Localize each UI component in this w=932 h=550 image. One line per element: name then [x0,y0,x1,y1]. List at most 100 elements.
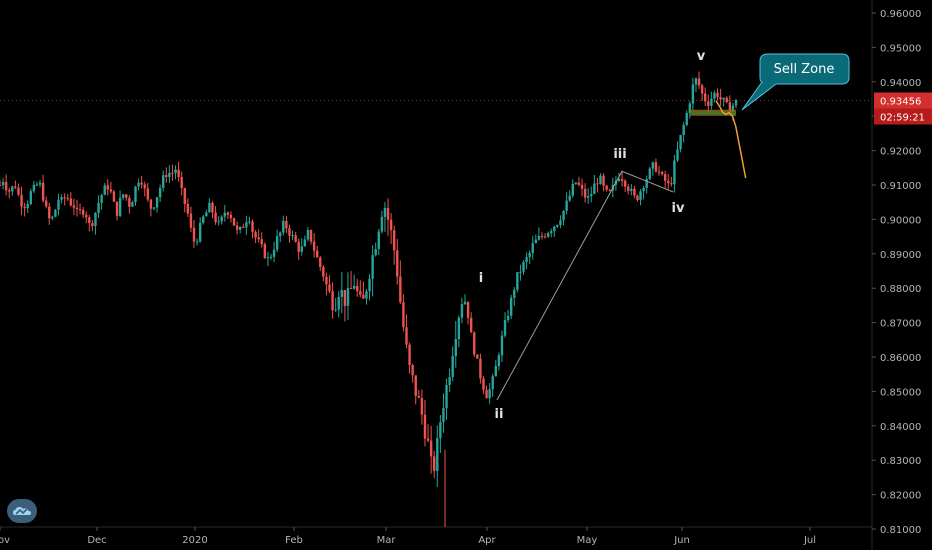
candle-body [8,190,11,192]
candle-body [146,188,150,200]
candle-body [620,178,624,181]
wave-label-iv[interactable]: iv [672,201,685,216]
candle-body [100,194,103,203]
candlestick-series [0,71,738,527]
time-tick-label: 2020 [182,535,207,546]
candle-body [445,384,448,409]
candle-body [442,408,445,423]
candle-body [232,218,236,226]
candle-body [494,366,497,377]
candle-body [85,214,88,218]
candle-body [497,355,501,367]
callout-bubble[interactable] [741,53,850,111]
wave-label-iii[interactable]: iii [613,147,626,162]
candle-body [269,256,273,258]
candle-body [509,297,513,316]
wave-label-v[interactable]: v [697,49,706,64]
time-axis[interactable]: ov Dec 2020 Feb Mar Apr May Jun Jul [0,526,872,546]
candle-body [543,236,547,238]
forecast-path[interactable] [715,100,747,179]
price-tick-label: 0.82000 [880,491,921,502]
wave-label-ii[interactable]: ii [495,407,504,422]
candle-body [162,175,165,188]
wave-label-i[interactable]: i [479,271,483,286]
candle-body [260,239,263,245]
candle-body [63,197,66,199]
candle-body [617,178,621,181]
candle-body [571,183,574,196]
candle-body [380,216,384,232]
candle-body [399,276,402,303]
wave-line[interactable] [496,170,674,401]
candle-body [352,285,356,289]
candle-body [306,229,310,240]
forecast-curve[interactable] [715,100,747,179]
candle-body [242,226,245,228]
candle-body [158,187,162,198]
candle-body [57,199,60,210]
candle-body [660,172,664,175]
candle-body [103,185,106,195]
candle-body [1,182,5,186]
candle-body [562,210,565,221]
candle-body [325,276,328,285]
price-badges: 0.93456 02:59:21 [0,92,932,125]
price-tick-label: 0.96000 [880,9,921,20]
candle-body [226,212,230,215]
candle-body [134,186,137,203]
candle-body [4,182,8,191]
time-tick-label: ov [0,535,10,546]
candle-body [525,257,528,263]
candle-body [118,197,122,216]
candle-body [81,209,85,215]
candle-body [426,438,430,441]
candle-body [556,225,559,227]
price-tick-label: 0.84000 [880,422,921,433]
candle-body [291,235,294,237]
candle-body [688,103,692,113]
sell-zone-callout[interactable]: Sell Zone [741,53,850,111]
candle-body [590,194,593,197]
candle-body [322,266,325,277]
candle-body [694,78,698,85]
candle-body [214,212,217,223]
candle-body [645,179,648,188]
candle-body [716,92,719,98]
candle-body [94,212,97,227]
candle-body [202,216,205,223]
candle-body [586,196,590,198]
tradingview-logo-icon[interactable] [7,499,37,523]
candle-body [537,235,541,240]
candle-body [17,187,20,195]
candle-body [377,231,380,249]
candle-body [303,239,307,247]
candle-body [685,112,688,125]
candle-body [574,182,578,184]
candle-body [433,456,436,471]
candle-body [636,195,639,200]
candle-body [356,285,359,292]
candle-body [734,99,738,106]
candle-body [288,228,291,236]
candle-body [608,189,611,191]
candle-body [676,149,679,161]
candle-body [700,85,704,94]
candle-body [682,124,685,135]
candle-body [192,227,196,242]
candle-body [519,271,522,273]
candle-body [346,288,350,306]
time-tick-label: May [577,535,598,546]
price-tick-label: 0.91000 [880,181,921,192]
candle-body [719,97,722,100]
candle-body [337,296,340,310]
candle-body [75,207,79,210]
candle-body [479,358,482,379]
candle-body [405,327,408,345]
candle-body [97,202,100,213]
candle-body [392,230,396,251]
candle-body [633,188,636,196]
candle-body [491,376,494,390]
candle-body [500,335,504,356]
